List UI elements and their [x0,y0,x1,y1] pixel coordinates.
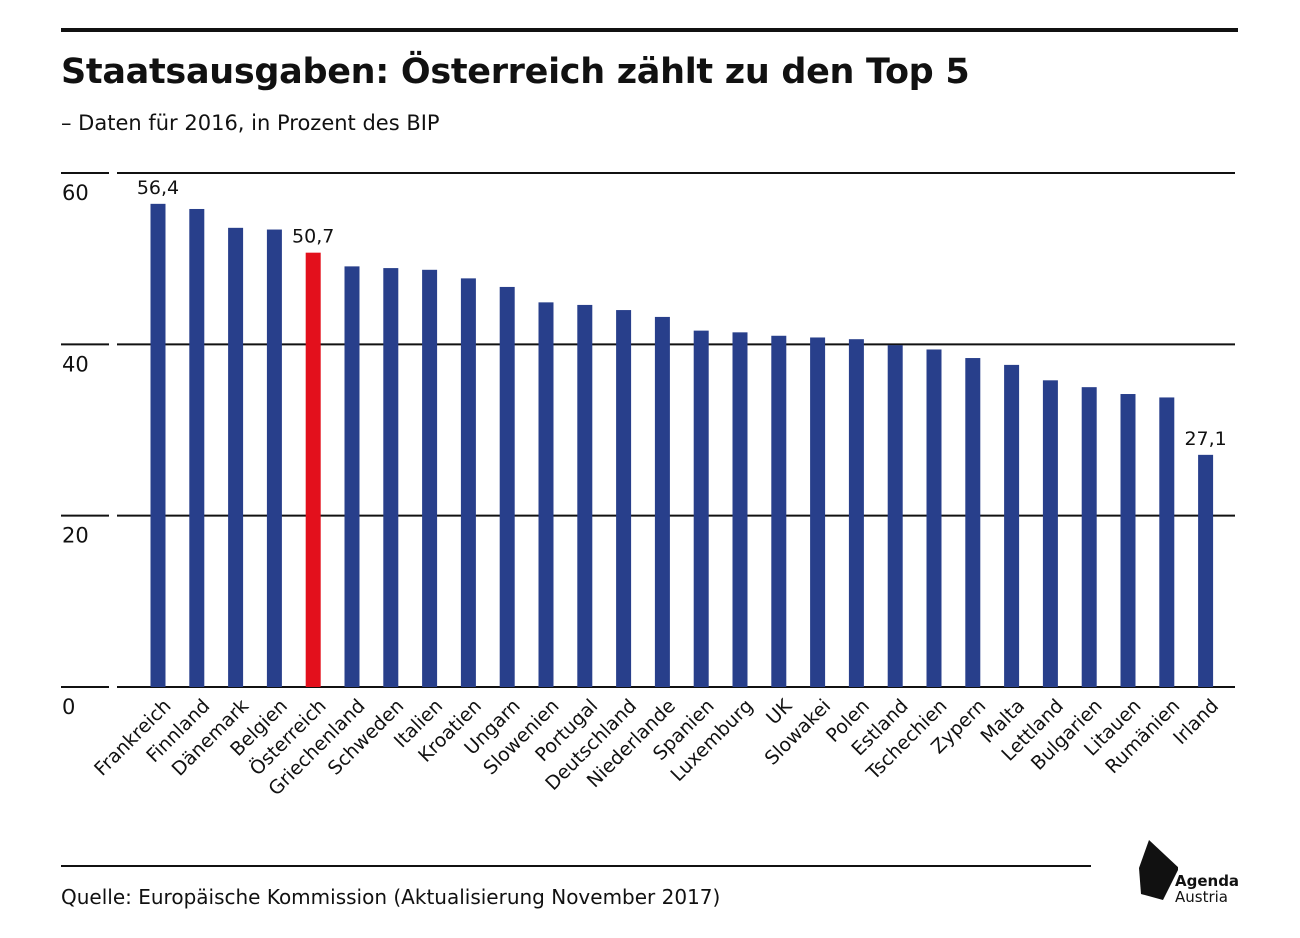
logo-mark-icon [1139,840,1178,900]
bar [538,302,554,687]
bar [654,316,670,687]
chart-subtitle: – Daten für 2016, in Prozent des BIP [61,111,440,135]
bar [189,208,205,688]
bottom-rule [61,865,1091,867]
bar [1081,387,1097,687]
bar [1120,394,1136,687]
bar [848,339,864,687]
y-tick-label: 40 [62,352,89,376]
bar [965,358,981,687]
top-rule [61,28,1238,32]
bar [810,337,826,687]
bar [383,268,399,687]
bar [150,203,166,687]
bar [1004,364,1020,687]
chart-title: Staatsausgaben: Österreich zählt zu den … [61,52,970,92]
data-label: 56,4 [137,177,179,199]
bar [460,278,476,687]
data-label: 50,7 [292,226,334,248]
bar [1198,454,1214,687]
x-tick-label: Irland [1169,695,1223,749]
y-tick-label: 20 [62,524,89,548]
bar [422,269,438,687]
bar [344,266,360,687]
source-note: Quelle: Europäische Kommission (Aktualis… [61,885,721,909]
bar [926,349,942,687]
bar [577,304,593,687]
agenda-austria-logo: Agenda Austria [1133,840,1243,910]
bar [616,310,632,687]
data-label: 27,1 [1184,428,1226,450]
bar [771,335,787,687]
bar [499,286,515,687]
bar [887,345,903,687]
bar [228,227,244,687]
bar [1159,397,1175,687]
bar [266,229,282,688]
y-tick-label: 60 [62,181,89,205]
logo-name: Agenda [1175,872,1240,890]
bar [305,252,321,688]
bar [1042,380,1058,687]
bar [732,332,748,687]
bar [693,330,709,687]
y-tick-label: 0 [62,695,75,719]
logo-sub: Austria [1175,888,1228,906]
